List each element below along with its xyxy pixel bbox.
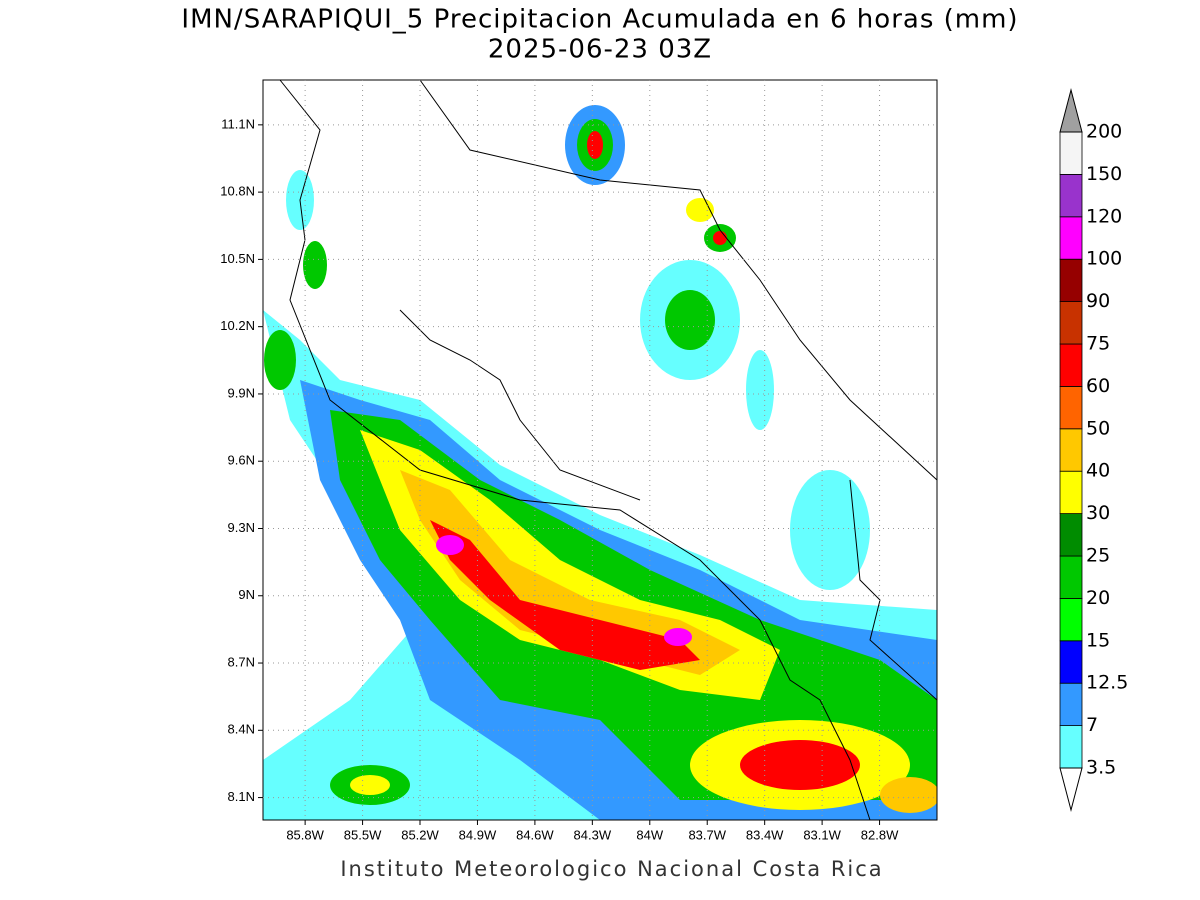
colorbar-box <box>1059 131 1083 175</box>
x-tick-label: 84.3W <box>574 827 612 842</box>
x-tick-label: 85.2W <box>401 827 439 842</box>
y-tick-label: 11.1N <box>221 116 255 131</box>
y-tick-label: 8.4N <box>228 722 255 737</box>
y-tick-label: 10.2N <box>220 318 255 333</box>
coastlines <box>279 79 938 821</box>
colorbar-box <box>1059 470 1083 515</box>
subtitle: 2025-06-23 03Z <box>488 35 712 65</box>
colorbar-box <box>1059 428 1083 472</box>
x-tick-label: 85.5W <box>344 827 382 842</box>
colorbar-label: 30 <box>1086 502 1110 524</box>
colorbar-label: 60 <box>1086 375 1110 397</box>
footer: Instituto Meteorologico Nacional Costa R… <box>340 857 883 881</box>
colorbar-box <box>1059 173 1083 218</box>
colorbar-label: 12.5 <box>1086 672 1128 694</box>
colorbar-under <box>1059 767 1083 812</box>
title: IMN/SARAPIQUI_5 Precipitacion Acumulada … <box>181 5 1018 35</box>
y-tick-label: 10.5N <box>220 251 255 266</box>
colorbar-box <box>1059 216 1083 260</box>
x-tick-label: 84.6W <box>516 827 554 842</box>
colorbar-label: 120 <box>1086 205 1122 227</box>
colorbar-box <box>1059 385 1083 430</box>
colorbar-label: 200 <box>1086 121 1122 143</box>
colorbar-label: 50 <box>1086 417 1110 439</box>
colorbar-label: 75 <box>1086 333 1110 355</box>
colorbar-label: 15 <box>1086 629 1110 651</box>
colorbar-box <box>1059 725 1083 769</box>
y-tick-label: 10.8N <box>220 184 255 199</box>
colorbar-box <box>1059 682 1083 727</box>
x-tick-label: 85.8W <box>286 827 324 842</box>
map-frame <box>262 79 938 821</box>
colorbar-label: 20 <box>1086 587 1110 609</box>
x-tick-label: 83.1W <box>803 827 841 842</box>
colorbar-label: 90 <box>1086 290 1110 312</box>
colorbar-box <box>1059 555 1083 599</box>
colorbar-label: 7 <box>1086 714 1098 736</box>
x-tick-label: 83.4W <box>746 827 784 842</box>
colorbar-label: 40 <box>1086 460 1110 482</box>
colorbar-box <box>1059 513 1083 557</box>
colorbar-box <box>1059 598 1083 642</box>
colorbar-box <box>1059 640 1083 684</box>
y-tick-label: 9N <box>238 587 255 602</box>
colorbar-over <box>1059 88 1083 133</box>
x-tick-label: 82.8W <box>861 827 899 842</box>
y-tick-label: 8.1N <box>228 789 255 804</box>
colorbar-box <box>1059 258 1083 303</box>
precip-field <box>263 105 937 820</box>
colorbar-box <box>1059 343 1083 387</box>
colorbar-label: 25 <box>1086 545 1110 567</box>
colorbar-label: 100 <box>1086 248 1122 270</box>
x-tick-label: 84W <box>636 827 663 842</box>
y-tick-label: 9.3N <box>228 520 255 535</box>
colorbar-label: 150 <box>1086 163 1122 185</box>
y-tick-label: 9.6N <box>228 453 255 468</box>
colorbar-box <box>1059 301 1083 345</box>
x-tick-label: 84.9W <box>459 827 497 842</box>
y-tick-label: 9.9N <box>228 385 255 400</box>
y-tick-label: 8.7N <box>228 654 255 669</box>
x-tick-label: 83.7W <box>688 827 726 842</box>
colorbar-label: 3.5 <box>1086 757 1116 779</box>
